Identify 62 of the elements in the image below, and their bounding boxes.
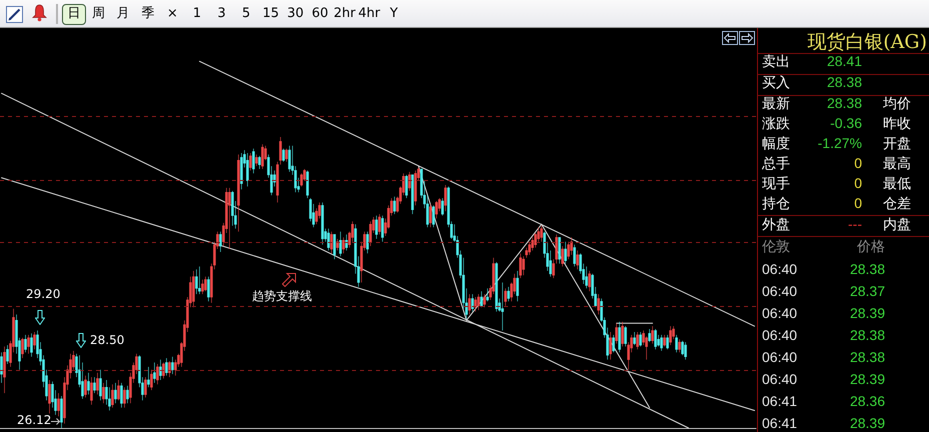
text: 月 — [116, 6, 130, 22]
text: 0 — [854, 155, 862, 171]
text: 60 — [312, 6, 328, 22]
text: 开盘 — [883, 135, 911, 153]
text: 28.38 — [826, 95, 862, 111]
text: 15 — [262, 6, 280, 22]
text: 0 — [854, 195, 862, 211]
text: 昨收 — [883, 115, 911, 133]
text: 现货白银(AG) — [807, 30, 927, 54]
text: 06:40 — [762, 305, 798, 321]
text: 持仓 — [762, 195, 790, 213]
text: 内盘 — [883, 216, 911, 234]
text: 28.41 — [826, 53, 862, 69]
text: 06:41 — [762, 415, 798, 431]
text: 最高 — [883, 155, 911, 173]
text: 1 — [192, 6, 202, 22]
text: 28.39 — [850, 415, 885, 431]
text: 06:40 — [762, 261, 798, 277]
text: 06:41 — [762, 393, 798, 409]
text: 06:40 — [762, 283, 798, 299]
text: 28.38 — [826, 74, 862, 90]
text: 买入 — [762, 74, 790, 92]
text: 均价 — [883, 95, 911, 113]
text: 5 — [242, 6, 250, 22]
annotation: 趋势支撑线 — [252, 289, 312, 303]
text: 06:40 — [762, 371, 798, 387]
text: 28.37 — [850, 283, 885, 299]
text: 最低 — [883, 175, 911, 193]
text: 28.36 — [850, 393, 885, 409]
text: 季 — [141, 6, 154, 22]
text: 28.38 — [850, 261, 885, 277]
text: 28.38 — [850, 327, 885, 343]
text: 0 — [854, 175, 862, 191]
text: 28.38 — [850, 349, 885, 365]
annotation: 28.50 — [90, 333, 124, 347]
text: 28.39 — [850, 371, 885, 387]
text: 涨跌 — [762, 115, 790, 133]
text: 卖出 — [762, 53, 790, 71]
text: 2hr — [334, 6, 356, 22]
text: 幅度 — [762, 135, 790, 153]
text: 伦敦 — [762, 238, 790, 256]
text: --- — [848, 216, 862, 232]
text: 现手 — [762, 175, 790, 193]
text: 日 — [68, 6, 80, 22]
text: Y — [390, 6, 398, 22]
text: × — [166, 6, 178, 22]
text: 06:40 — [762, 349, 798, 365]
text: -1.27% — [818, 135, 862, 151]
text: 06:40 — [762, 327, 798, 343]
text: 最新 — [762, 95, 790, 113]
text: 周 — [92, 6, 106, 22]
text: 仓差 — [883, 195, 911, 213]
text: 3 — [217, 6, 226, 22]
text: 30 — [287, 6, 304, 22]
annotation: 26.12 — [17, 413, 52, 427]
text: 4hr — [358, 6, 380, 22]
text: -0.36 — [830, 115, 862, 131]
text: 总手 — [762, 155, 790, 173]
annotation: 29.20 — [26, 287, 60, 301]
text: 28.39 — [850, 305, 885, 321]
text: 外盘 — [762, 216, 790, 234]
text: 价格 — [857, 238, 885, 256]
